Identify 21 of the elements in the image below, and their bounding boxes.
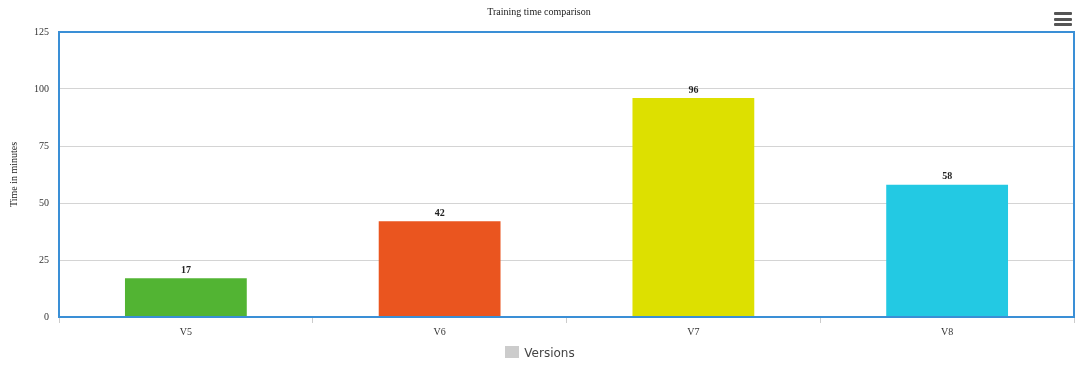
x-tick-label: V8 <box>941 325 954 337</box>
y-axis-title: Time in minutes <box>7 141 19 208</box>
chart-title: Training time comparison <box>487 5 591 17</box>
bar <box>886 184 1009 317</box>
x-tick-label: V7 <box>687 325 700 337</box>
bar <box>378 221 501 317</box>
y-tick-label: 100 <box>34 82 49 94</box>
y-tick-label: 125 <box>34 25 49 37</box>
bar <box>632 98 755 317</box>
bar <box>124 278 247 317</box>
y-tick-label: 75 <box>39 139 49 151</box>
data-label: 42 <box>434 206 445 218</box>
data-label: 17 <box>180 263 191 275</box>
x-tick-label: V5 <box>179 325 192 337</box>
data-label: 96 <box>688 83 699 95</box>
y-tick-label: 25 <box>39 253 49 265</box>
data-label: 58 <box>942 170 953 182</box>
y-tick-label: 50 <box>39 196 49 208</box>
y-tick-label: 0 <box>44 310 49 322</box>
text: Versions <box>524 346 575 360</box>
x-tick-label: V6 <box>433 325 446 337</box>
